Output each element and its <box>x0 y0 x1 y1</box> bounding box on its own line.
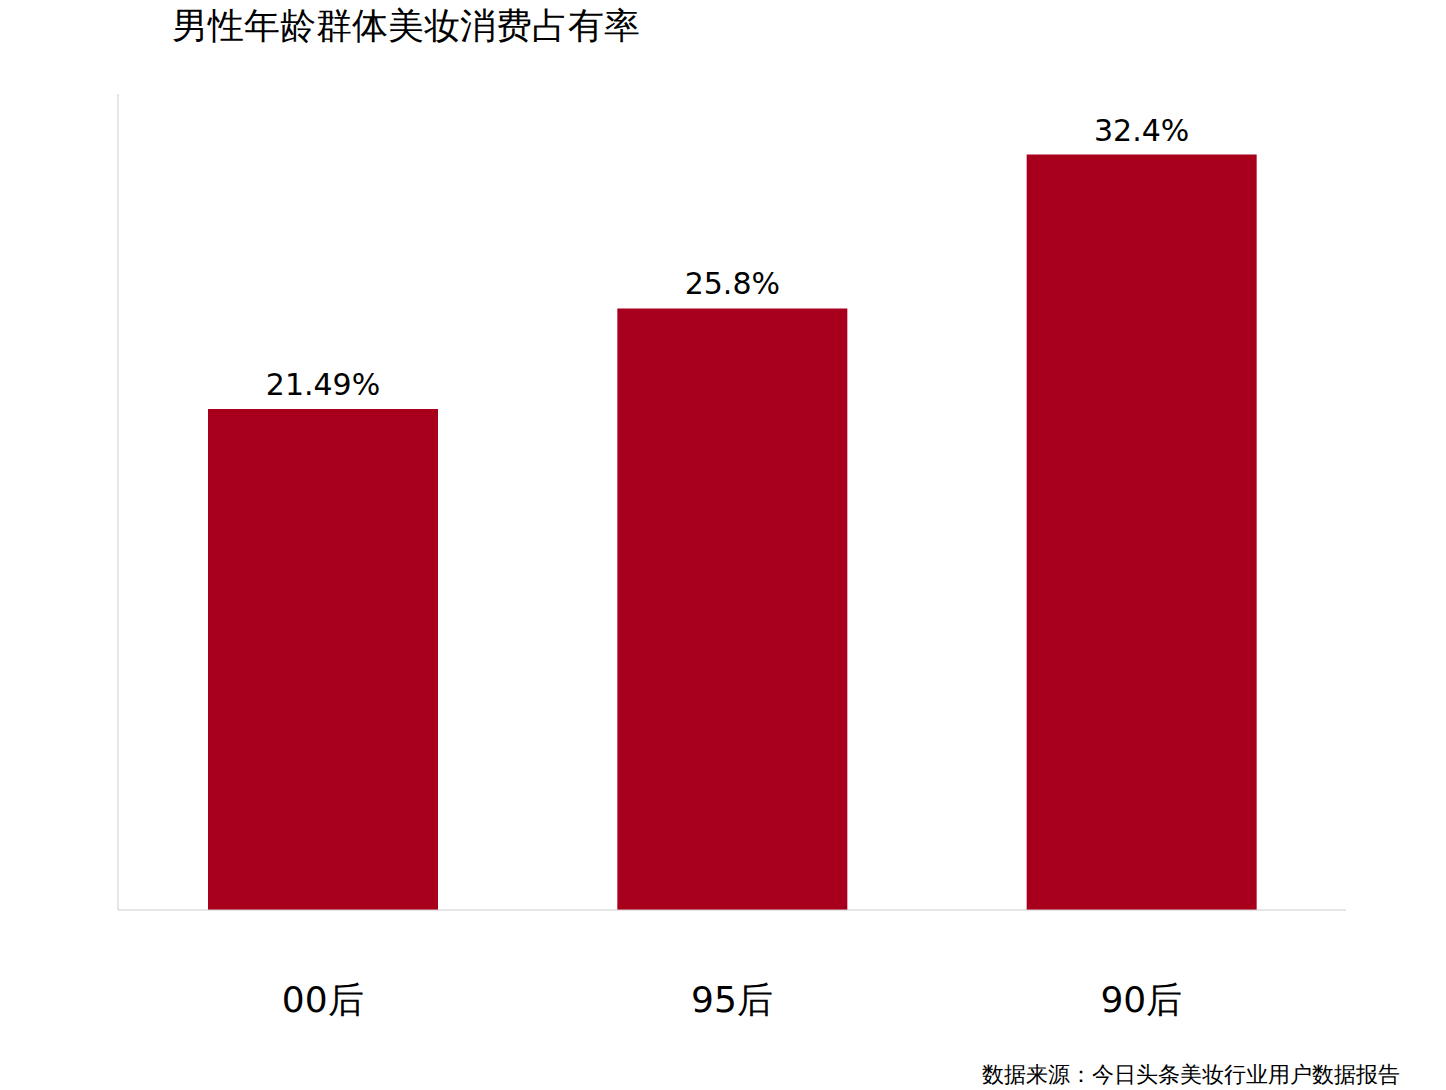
svg-text:21.49%: 21.49% <box>266 367 380 402</box>
svg-text:90后: 90后 <box>1100 979 1182 1020</box>
svg-text:32.4%: 32.4% <box>1094 113 1189 148</box>
html-text:男性年龄群体美妆消费占有率: 男性年龄群体美妆消费占有率 <box>172 5 640 46</box>
svg-text:95后: 95后 <box>691 979 773 1020</box>
html-text:数据来源：今日头条美妆行业用户数据报告: 数据来源：今日头条美妆行业用户数据报告 <box>982 1062 1400 1087</box>
svg-text:25.8%: 25.8% <box>685 266 780 301</box>
svg-text:00后: 00后 <box>282 979 364 1020</box>
